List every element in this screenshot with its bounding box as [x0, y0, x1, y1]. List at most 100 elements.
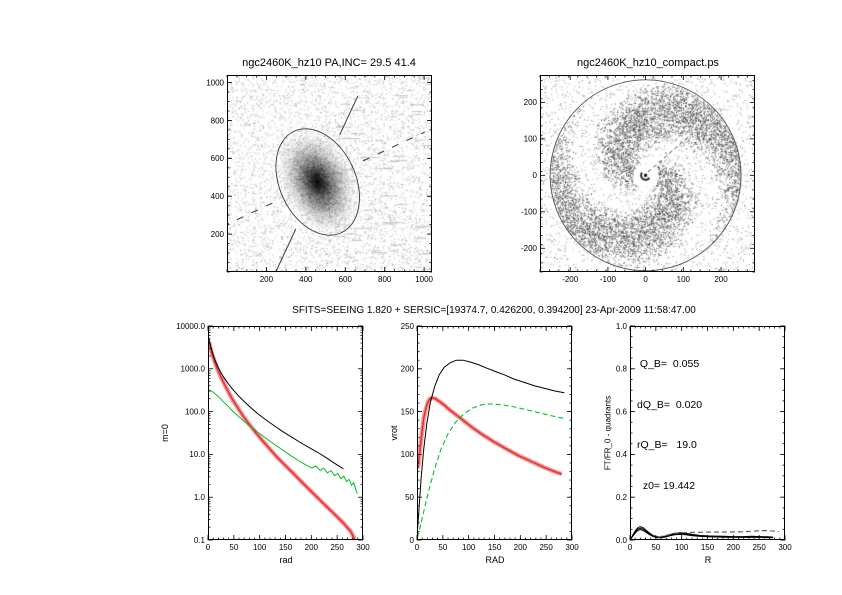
y-tick-label: 0.0 [616, 536, 628, 545]
residual-panel: -200 -100 0 100 200 -200 -100 0 100 200 [521, 75, 755, 284]
y-tick-label: 0.8 [616, 365, 628, 374]
observed-rotation-line [417, 397, 562, 475]
x-tick-label: 0 [206, 543, 211, 552]
profile-y-axis-label: m=0 [160, 424, 170, 442]
fit-parameters-block: Q_B= 0.055 dQ_B= 0.020 rQ_B= 19.0 z0= 19… [637, 331, 702, 520]
major-axis-line-bottom [275, 228, 297, 272]
fit-summary-title: SFITS=SEEING 1.820 + SERSIC=[19374.7, 0.… [292, 305, 696, 316]
annotation-dqb: dQ_B= 0.020 [637, 398, 703, 411]
x-tick-label: 0 [643, 275, 648, 284]
residual-panel-title: ngc2460K_hz10_compact.ps [577, 57, 719, 69]
y-tick-label: 0 [533, 171, 538, 180]
residual-overlay-group [549, 79, 742, 272]
fourier-panel: 0 50 100 150 200 250 300 0.0 0.2 0.4 0.6 0.8 1.0 [616, 322, 792, 552]
y-tick-label: 100.0 [185, 407, 206, 416]
galaxy-panel-title: ngc2460K_hz10 PA,INC= 29.5 41.4 [242, 57, 416, 69]
model-rotation-line [417, 359, 565, 530]
y-tick-label: -100 [521, 208, 538, 217]
rotation-x-axis-label: RAD [485, 555, 505, 565]
annotation-qb: Q_B= 0.055 [637, 358, 700, 370]
y-tick-label: 10000.0 [176, 322, 205, 331]
x-tick-label: 200 [714, 275, 728, 284]
x-tick-label: 50 [438, 543, 447, 552]
y-tick-label: 100 [524, 135, 538, 144]
annotation-z0: z0= 19.442 [637, 479, 696, 492]
observed-profile-band [208, 341, 357, 540]
x-tick-label: 0 [628, 543, 633, 552]
observed-profile-line [208, 341, 356, 540]
y-tick-label: 50 [405, 493, 414, 502]
x-tick-label: 150 [701, 543, 715, 552]
y-tick-label: 0.4 [616, 450, 628, 459]
profile-series-group [208, 336, 358, 540]
x-tick-label: 1000 [415, 275, 433, 284]
sersic-rotation-line [417, 403, 565, 538]
y-tick-label: 600 [211, 154, 225, 163]
y-tick-label: 1.0 [616, 322, 628, 331]
y-tick-label: 0 [410, 536, 415, 545]
rotation-panel: 0 50 100 150 200 250 300 0 50 100 150 200 250 [401, 322, 580, 552]
profile-panel: 0 50 100 150 200 250 300 10000.0 1000.0 100.0 10.0… [176, 322, 370, 552]
x-tick-label: 100 [462, 543, 476, 552]
y-tick-label: 250 [401, 322, 415, 331]
sersic-profile-line [208, 388, 358, 494]
x-tick-label: 300 [356, 543, 370, 552]
x-tick-label: 150 [279, 543, 293, 552]
x-tick-label: 200 [727, 543, 741, 552]
fourier-x-axis-label: R [704, 555, 712, 565]
observed-rotation-band [417, 395, 563, 477]
dashed-arc [599, 107, 704, 131]
galaxy-panel: 200 400 600 800 1000 200 400 600 800 1000 [206, 75, 434, 284]
x-tick-label: 200 [305, 543, 319, 552]
x-tick-label: -100 [600, 275, 617, 284]
x-tick-label: 0 [415, 543, 420, 552]
x-tick-label: 100 [675, 543, 689, 552]
x-tick-label: -200 [562, 275, 579, 284]
x-tick-label: 800 [378, 275, 392, 284]
galaxy-image-canvas [227, 75, 432, 272]
position-angle-dashed-line [647, 117, 711, 173]
x-tick-label: 50 [651, 543, 660, 552]
x-tick-label: 100 [253, 543, 267, 552]
galaxy-axes-box [227, 75, 432, 272]
residual-image-canvas [540, 75, 755, 272]
x-tick-label: 600 [339, 275, 353, 284]
rotation-series-group [417, 359, 565, 538]
major-axis-line-top [339, 95, 359, 136]
x-tick-label: 100 [677, 275, 691, 284]
galaxy-overlay-group [227, 95, 425, 272]
y-tick-label: 0.6 [616, 407, 628, 416]
fourier-y-axis-label: FT/FR_0 - quadrants [603, 395, 613, 471]
rotation-axes-box [417, 326, 572, 540]
fourier-series-group [630, 526, 779, 540]
x-tick-label: 250 [330, 543, 344, 552]
x-tick-label: 400 [299, 275, 313, 284]
fit-ellipse-outline [275, 128, 360, 236]
y-tick-label: 200 [524, 98, 538, 107]
y-tick-label: 0.2 [616, 493, 628, 502]
model-profile-line [208, 336, 344, 470]
annotation-rqb: rQ_B= 19.0 [637, 439, 697, 451]
minor-axis-dashed-upper [362, 131, 425, 162]
x-tick-label: 250 [539, 543, 553, 552]
quadrant-amplitude-line-2 [630, 528, 774, 540]
x-tick-label: 200 [514, 543, 528, 552]
x-tick-label: 50 [229, 543, 238, 552]
x-tick-label: 300 [778, 543, 792, 552]
y-tick-label: 1000.0 [181, 365, 206, 374]
y-tick-label: 150 [401, 407, 415, 416]
y-tick-label: 200 [401, 365, 415, 374]
x-tick-label: 150 [488, 543, 502, 552]
y-tick-label: -200 [521, 244, 538, 253]
profile-x-axis-label: rad [279, 555, 293, 565]
minor-axis-dashed-lower [227, 202, 273, 225]
y-tick-label: 1000 [206, 78, 224, 87]
rotation-y-axis-label: vrot [389, 425, 399, 441]
x-tick-label: 250 [752, 543, 766, 552]
y-tick-label: 0.1 [194, 536, 206, 545]
y-tick-label: 200 [211, 230, 225, 239]
y-tick-label: 400 [211, 192, 225, 201]
y-tick-label: 10.0 [189, 450, 205, 459]
